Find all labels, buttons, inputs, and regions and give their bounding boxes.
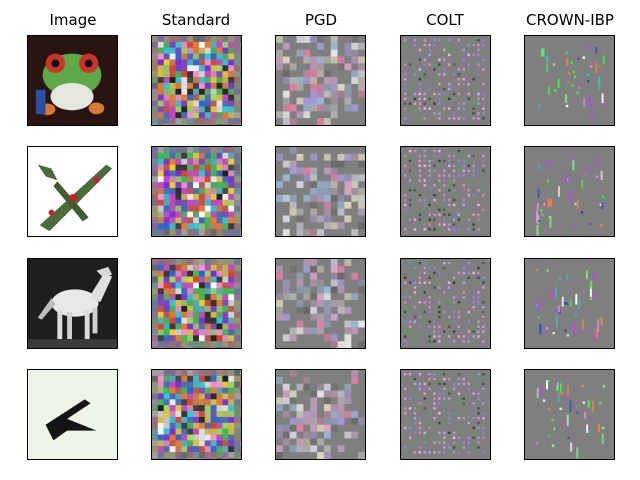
image-frog bbox=[27, 35, 118, 126]
noise-colt bbox=[401, 370, 490, 459]
noise-pgd bbox=[276, 259, 365, 348]
saliency-crown-ibp-horse bbox=[524, 258, 615, 349]
image-bird bbox=[27, 369, 118, 460]
noise-standard bbox=[152, 370, 241, 459]
noise-pgd bbox=[276, 36, 365, 125]
noise-pgd bbox=[276, 147, 365, 236]
saliency-crown-ibp-airplane bbox=[524, 146, 615, 237]
column-title-standard: Standard bbox=[161, 11, 231, 29]
noise-standard bbox=[152, 147, 241, 236]
noise-colt bbox=[401, 259, 490, 348]
saliency-crown-ibp-bird bbox=[524, 369, 615, 460]
column-title-crown-ibp: CROWN-IBP bbox=[526, 11, 614, 29]
noise-crown bbox=[525, 147, 614, 236]
noise-colt bbox=[401, 36, 490, 125]
noise-crown bbox=[525, 36, 614, 125]
saliency-colt-frog bbox=[400, 35, 491, 126]
saliency-standard-airplane bbox=[151, 146, 242, 237]
saliency-pgd-airplane bbox=[275, 146, 366, 237]
saliency-standard-horse bbox=[151, 258, 242, 349]
noise-colt bbox=[401, 147, 490, 236]
saliency-pgd-horse bbox=[275, 258, 366, 349]
image-horse bbox=[27, 258, 118, 349]
noise-pgd bbox=[276, 370, 365, 459]
saliency-colt-bird bbox=[400, 369, 491, 460]
column-title-pgd: PGD bbox=[304, 11, 338, 29]
image-airplane bbox=[27, 146, 118, 237]
noise-crown bbox=[525, 370, 614, 459]
saliency-standard-bird bbox=[151, 369, 242, 460]
noise-standard bbox=[152, 259, 241, 348]
noise-standard bbox=[152, 36, 241, 125]
saliency-colt-horse bbox=[400, 258, 491, 349]
saliency-colt-airplane bbox=[400, 146, 491, 237]
noise-crown bbox=[525, 259, 614, 348]
saliency-pgd-frog bbox=[275, 35, 366, 126]
saliency-pgd-bird bbox=[275, 369, 366, 460]
saliency-standard-frog bbox=[151, 35, 242, 126]
column-title-colt: COLT bbox=[426, 11, 464, 29]
saliency-crown-ibp-frog bbox=[524, 35, 615, 126]
column-title-image: Image bbox=[49, 11, 97, 29]
